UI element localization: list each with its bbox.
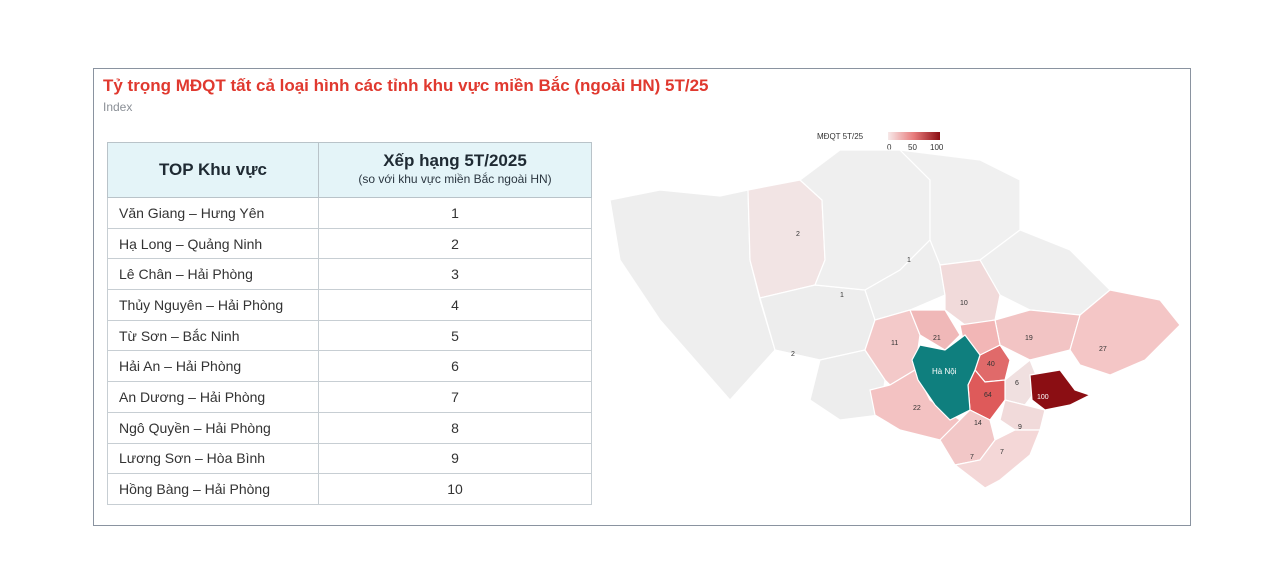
area-cell: Từ Sơn – Bắc Ninh: [107, 319, 319, 352]
table-row: Từ Sơn – Bắc Ninh 5: [107, 319, 592, 352]
rank-cell: 4: [318, 289, 592, 321]
province-region: [911, 334, 981, 421]
rank-cell: 8: [318, 411, 592, 444]
area-cell: Văn Giang – Hưng Yên: [107, 197, 319, 229]
table-row: Hạ Long – Quảng Ninh 2: [107, 227, 592, 260]
region-value-label: 10: [960, 300, 968, 307]
area-cell: Thủy Nguyên – Hải Phòng: [107, 289, 319, 321]
rank-cell: 9: [318, 442, 592, 475]
area-cell: Hạ Long – Quảng Ninh: [107, 227, 319, 260]
header-rank: Xếp hạng 5T/2025 (so với khu vực miền Bắ…: [318, 142, 592, 198]
region-labels: 2 1 1 2 10 11 21 19 27 40 6 64 100 22 14…: [791, 231, 1107, 461]
rank-cell: 5: [318, 319, 592, 352]
province-region: [1069, 289, 1181, 376]
region-value-label: 64: [984, 392, 992, 399]
region-value-label: 40: [987, 361, 995, 368]
legend-tick: 100: [930, 143, 944, 152]
region-value-label: 22: [913, 405, 921, 412]
region-value-label: 100: [1037, 394, 1049, 401]
table-row: Thủy Nguyên – Hải Phòng 4: [107, 289, 592, 321]
province-region: [994, 309, 1081, 361]
province-region: [953, 429, 1041, 489]
province-shapes: [609, 149, 1181, 489]
area-cell: Lê Chân – Hải Phòng: [107, 258, 319, 291]
region-value-label: 2: [796, 231, 800, 238]
legend-color-bar: [888, 132, 940, 140]
province-region: [909, 309, 961, 351]
choropleth-map: MĐQT 5T/25 0 50 100 2 1 1 2: [609, 132, 1181, 489]
region-value-label: 2: [791, 351, 795, 358]
area-cell: Lương Sơn – Hòa Bình: [107, 442, 319, 475]
region-value-label: 7: [1000, 449, 1004, 456]
province-region: [747, 179, 826, 299]
hanoi-label: Hà Nội: [932, 367, 957, 376]
rank-cell: 2: [318, 227, 592, 260]
rank-cell: 7: [318, 381, 592, 413]
chart-title: Tỷ trọng MĐQT tất cả loại hình các tỉnh …: [103, 76, 709, 95]
header-area: TOP Khu vực: [107, 142, 319, 198]
region-value-label: 27: [1099, 346, 1107, 353]
table-row: Lương Sơn – Hòa Bình 9: [107, 442, 592, 475]
chart-subtitle: Index: [103, 100, 133, 114]
rank-cell: 6: [318, 350, 592, 383]
area-cell: Ngô Quyền – Hải Phòng: [107, 411, 319, 444]
region-value-label: 14: [974, 420, 982, 427]
header-rank-sublabel: (so với khu vực miền Bắc ngoài HN): [358, 172, 552, 186]
legend-tick: 0: [887, 143, 892, 152]
rank-cell: 3: [318, 258, 592, 291]
region-value-label: 11: [891, 340, 898, 347]
table-row: Hồng Bàng – Hải Phòng 10: [107, 473, 592, 505]
table-row: Lê Chân – Hải Phòng 3: [107, 258, 592, 291]
ranking-table: TOP Khu vực Xếp hạng 5T/2025 (so với khu…: [107, 142, 592, 505]
province-region: [1029, 369, 1092, 411]
region-value-label: 9: [1018, 424, 1022, 431]
table-row: Hải An – Hải Phòng 6: [107, 350, 592, 383]
province-region: [759, 284, 876, 361]
region-value-label: 1: [907, 257, 911, 264]
legend-title: MĐQT 5T/25: [817, 132, 864, 141]
rank-cell: 10: [318, 473, 592, 505]
region-value-label: 6: [1015, 380, 1019, 387]
header-rank-label: Xếp hạng 5T/2025: [383, 151, 527, 170]
region-value-label: 21: [933, 335, 941, 342]
table-header-row: TOP Khu vực Xếp hạng 5T/2025 (so với khu…: [107, 142, 592, 198]
map-legend: MĐQT 5T/25 0 50 100: [817, 132, 944, 152]
region-value-label: 19: [1025, 335, 1033, 342]
rank-cell: 1: [318, 197, 592, 229]
table-row: An Dương – Hải Phòng 7: [107, 381, 592, 413]
region-value-label: 1: [840, 292, 844, 299]
region-value-label: 7: [970, 454, 974, 461]
table-row: Ngô Quyền – Hải Phòng 8: [107, 411, 592, 444]
area-cell: Hải An – Hải Phòng: [107, 350, 319, 383]
legend-tick: 50: [908, 143, 917, 152]
area-cell: Hồng Bàng – Hải Phòng: [107, 473, 319, 505]
area-cell: An Dương – Hải Phòng: [107, 381, 319, 413]
table-row: Văn Giang – Hưng Yên 1: [107, 197, 592, 229]
